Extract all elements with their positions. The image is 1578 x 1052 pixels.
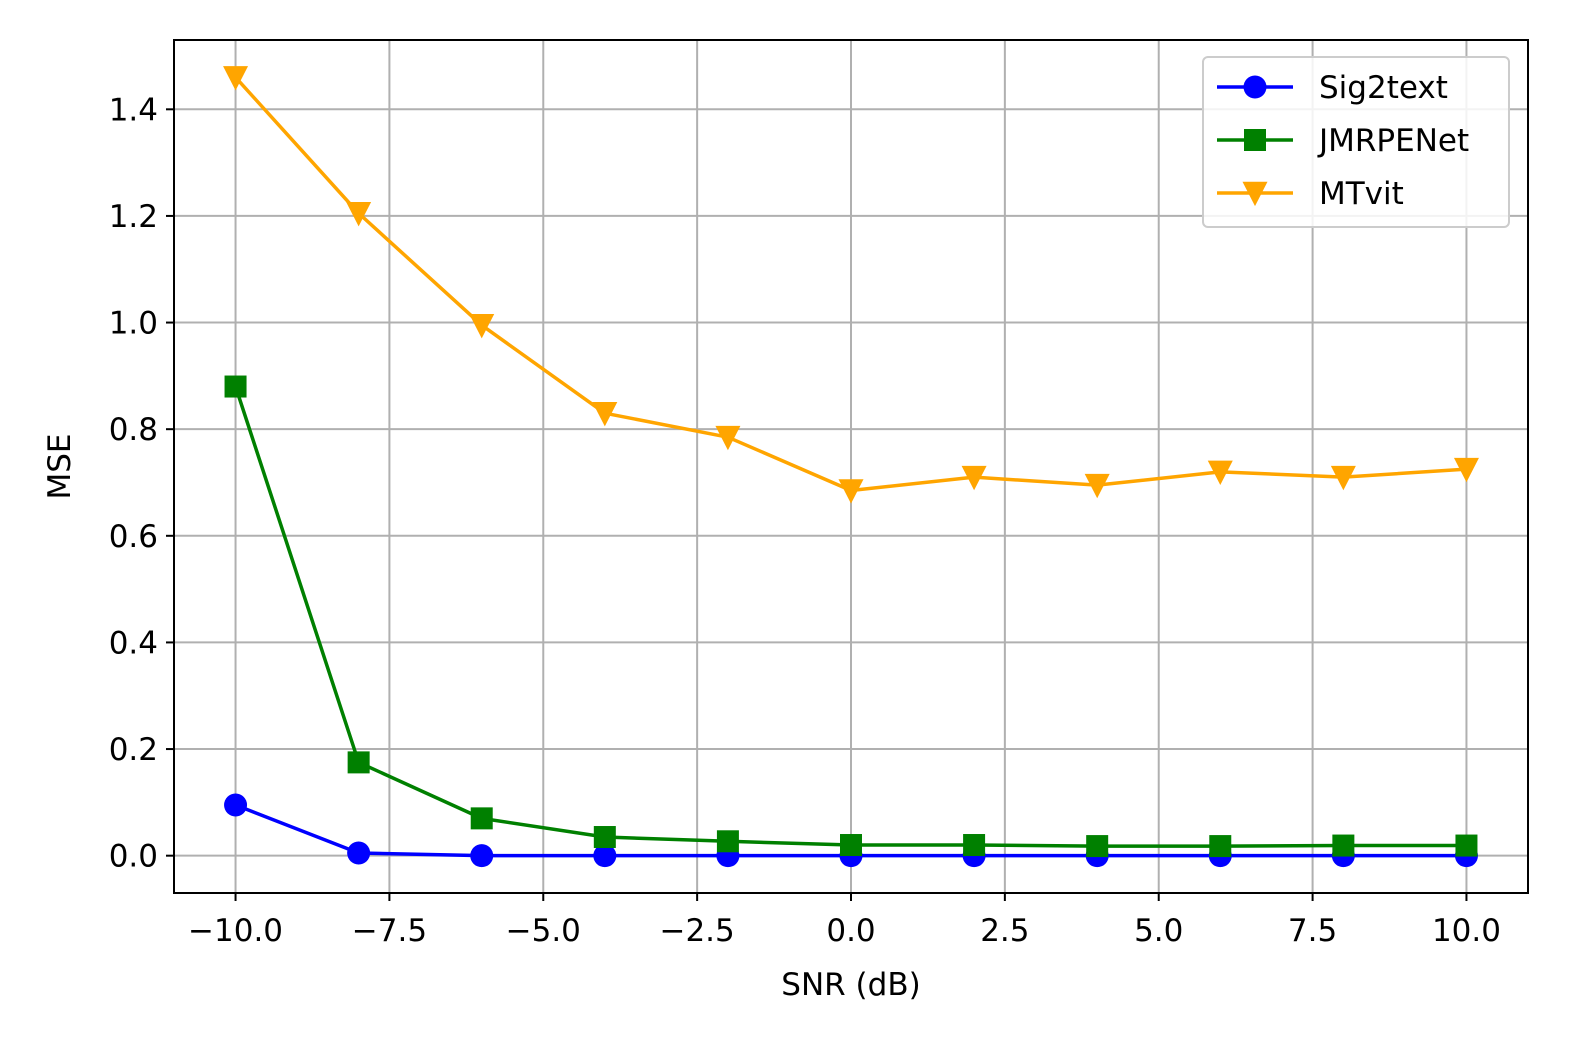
data-point-mtvit — [715, 425, 741, 451]
data-point-jmrpenet — [716, 830, 739, 853]
data-point-sig2text — [470, 844, 494, 868]
x-tick-label: −2.5 — [659, 913, 734, 949]
data-point-mtvit — [1207, 460, 1233, 485]
data-point-jmrpenet — [1086, 835, 1109, 858]
y-axis-ticks: 0.0 0.2 0.4 0.6 0.8 1.0 1.2 1.4 — [109, 92, 174, 875]
y-tick-label: 0.0 — [109, 839, 158, 875]
x-axis-label: SNR (dB) — [781, 967, 920, 1003]
legend: Sig2text JMRPENet MTvit — [1202, 56, 1510, 228]
legend-box — [1202, 56, 1510, 228]
data-point-jmrpenet — [1209, 835, 1232, 858]
x-axis-ticks: −10.0 −7.5 −5.0 −2.5 0.0 2.5 5.0 7.5 10.0 — [188, 893, 1501, 949]
data-point-jmrpenet — [347, 751, 370, 774]
data-point-jmrpenet — [593, 826, 616, 849]
x-tick-label: 0.0 — [826, 913, 875, 949]
x-tick-label: 5.0 — [1134, 913, 1183, 949]
data-point-sig2text — [347, 841, 371, 865]
y-tick-label: 1.4 — [109, 92, 158, 128]
legend-entry: Sig2text — [1217, 70, 1448, 106]
legend-entry: MTvit — [1217, 176, 1404, 212]
legend-label: Sig2text — [1319, 70, 1448, 106]
x-tick-label: −5.0 — [506, 913, 581, 949]
data-point-mtvit — [469, 313, 495, 339]
data-point-mtvit — [1084, 473, 1110, 499]
series-layer — [223, 66, 1479, 868]
y-tick-label: 0.6 — [109, 519, 158, 555]
y-tick-label: 0.8 — [109, 412, 158, 448]
y-tick-label: 0.2 — [109, 732, 158, 768]
data-point-mtvit — [838, 479, 864, 504]
data-point-sig2text — [224, 793, 248, 817]
data-point-jmrpenet — [1332, 834, 1355, 857]
x-tick-label: 2.5 — [980, 913, 1029, 949]
data-point-jmrpenet — [224, 375, 247, 398]
x-tick-label: 7.5 — [1288, 913, 1337, 949]
y-axis-label: MSE — [42, 433, 78, 499]
legend-label: JMRPENet — [1317, 123, 1469, 159]
data-point-mtvit — [223, 66, 249, 91]
data-point-mtvit — [961, 465, 987, 491]
legend-label: MTvit — [1319, 176, 1404, 212]
data-point-jmrpenet — [1455, 834, 1478, 857]
y-tick-label: 1.2 — [109, 199, 158, 235]
data-point-mtvit — [1453, 457, 1479, 483]
series-mtvit — [223, 66, 1479, 504]
x-tick-label: −7.5 — [352, 913, 427, 949]
data-point-jmrpenet — [963, 834, 986, 857]
series-jmrpenet — [224, 375, 1478, 858]
legend-marker — [1242, 181, 1268, 207]
x-tick-label: 10.0 — [1432, 913, 1501, 949]
grid — [174, 40, 1528, 893]
data-point-sig2text — [593, 844, 617, 868]
y-tick-label: 0.4 — [109, 625, 158, 661]
legend-marker — [1244, 129, 1266, 151]
data-point-jmrpenet — [840, 834, 862, 857]
data-point-mtvit — [1330, 465, 1356, 491]
x-tick-label: −10.0 — [188, 913, 283, 949]
y-tick-label: 1.0 — [109, 306, 158, 342]
data-point-jmrpenet — [470, 807, 493, 830]
legend-marker — [1243, 75, 1267, 99]
data-point-mtvit — [592, 401, 618, 427]
legend-entry: JMRPENet — [1217, 123, 1469, 159]
data-point-mtvit — [346, 202, 372, 227]
